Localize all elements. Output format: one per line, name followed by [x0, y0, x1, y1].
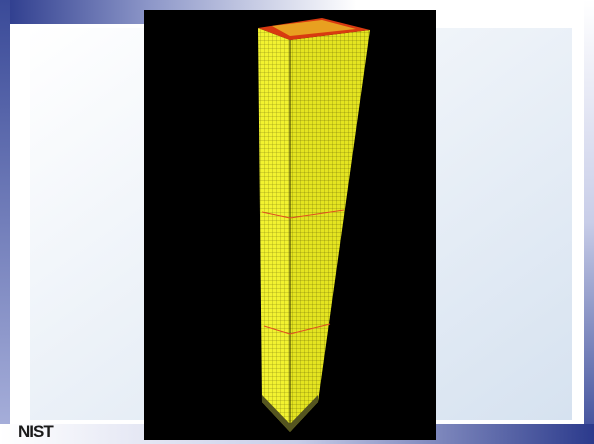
logo: NIST — [18, 422, 54, 441]
